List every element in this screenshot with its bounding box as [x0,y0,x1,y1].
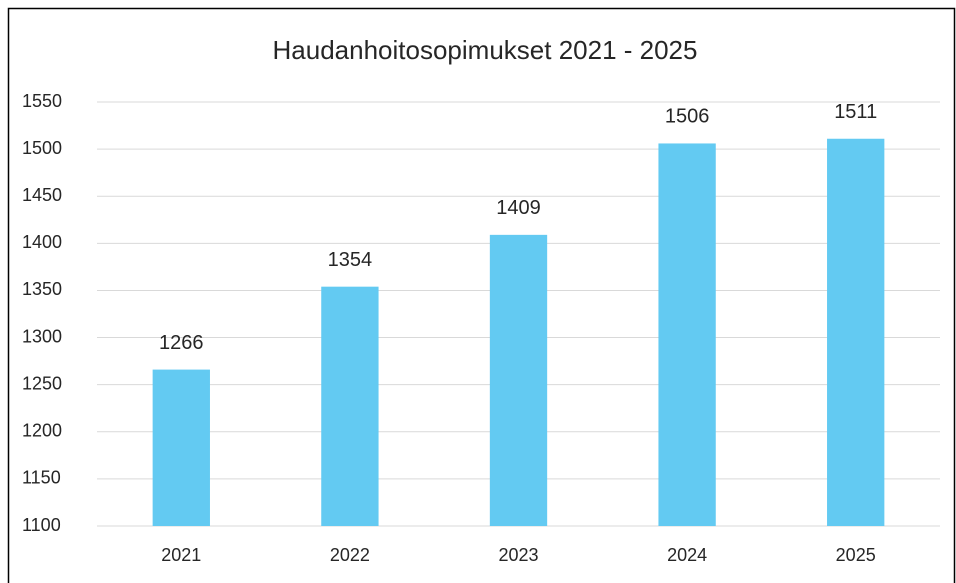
chart-border [7,7,956,583]
y-tick-label: 1300 [22,326,62,346]
y-tick-label: 1250 [22,373,62,393]
y-tick-label: 1200 [22,421,62,441]
bar [658,143,716,527]
data-label: 1354 [328,249,373,271]
data-label: 1409 [496,197,541,219]
bar [827,138,885,526]
data-label: 1506 [665,106,710,128]
x-tick-label: 2025 [836,545,876,565]
x-tick-label: 2023 [498,545,538,565]
data-label: 1266 [159,332,204,354]
y-tick-label: 1500 [22,138,62,158]
y-tick-label: 1350 [22,279,62,299]
data-label: 1511 [834,101,877,123]
y-tick-label: 1400 [22,232,62,252]
chart-title: Haudanhoitosopimukset 2021 - 2025 [273,35,698,65]
y-tick-label: 1100 [22,515,61,535]
x-tick-label: 2022 [330,545,370,565]
x-tick-label: 2024 [667,545,707,565]
x-tick-label: 2021 [161,545,201,565]
bar [489,234,548,526]
bar [152,369,210,526]
y-tick-label: 1450 [22,185,62,205]
y-tick-label: 1150 [22,468,61,488]
bar [321,286,379,526]
y-tick-label: 1550 [22,91,62,111]
